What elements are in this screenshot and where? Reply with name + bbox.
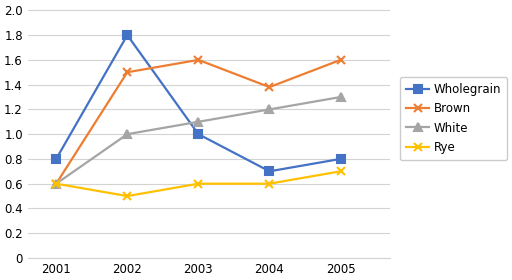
Line: Rye: Rye (52, 167, 345, 200)
White (53, 182, 59, 185)
Brown (53, 182, 59, 185)
Wholegrain (337, 157, 344, 161)
Brown (195, 58, 201, 62)
White (124, 132, 131, 136)
Line: Brown: Brown (52, 56, 345, 188)
Rye (53, 182, 59, 185)
Wholegrain (266, 170, 272, 173)
Rye (195, 182, 201, 185)
Rye (266, 182, 272, 185)
Legend: Wholegrain, Brown, White, Rye: Wholegrain, Brown, White, Rye (400, 77, 507, 160)
Brown (337, 58, 344, 62)
Wholegrain (53, 157, 59, 161)
Brown (266, 85, 272, 89)
White (195, 120, 201, 123)
White (266, 108, 272, 111)
Line: White: White (52, 93, 345, 188)
Line: Wholegrain: Wholegrain (52, 31, 345, 176)
Brown (124, 71, 131, 74)
White (337, 95, 344, 99)
Wholegrain (195, 132, 201, 136)
Wholegrain (124, 33, 131, 37)
Rye (124, 194, 131, 198)
Rye (337, 170, 344, 173)
